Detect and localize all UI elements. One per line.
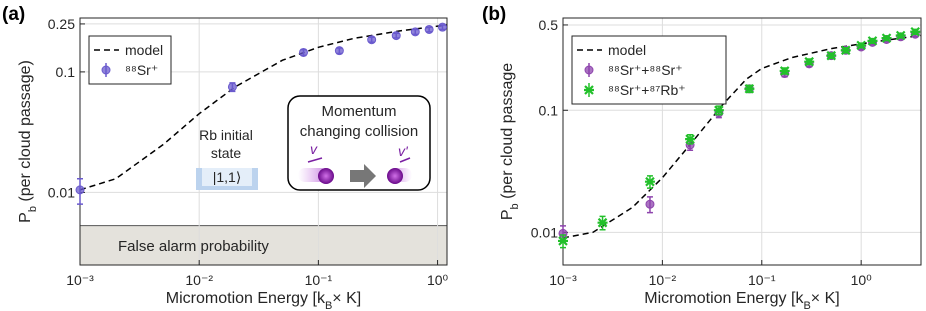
x-axis-label-part: Micromotion Energy [k [644, 290, 804, 307]
legend-box [88, 35, 172, 85]
velocity-arrow [307, 157, 323, 163]
inset-diagram: Momentum changing collision v v' Rb init… [196, 95, 431, 191]
x-tick-label: 10⁻³ [549, 272, 577, 288]
y-tick-label: 0.01 [531, 224, 558, 240]
data-point [558, 236, 568, 246]
legend-label: ⁸⁸Sr⁺+⁸⁸Sr⁺ [608, 62, 683, 78]
data-point [881, 33, 892, 43]
x-tick-label: 10⁻² [649, 272, 677, 288]
x-axis-label-part: B [803, 300, 810, 311]
panel-label: (b) [482, 4, 506, 25]
x-axis-label: Micromotion Energy [kB× K] [644, 290, 839, 311]
x-tick-label: 10⁻³ [66, 272, 94, 288]
state-label: |1,1⟩ [213, 169, 242, 185]
shaded-region [80, 225, 447, 265]
legend-label: ⁸⁸Sr⁺+⁸⁷Rb⁺ [608, 82, 686, 98]
x-tick-label: 10⁰ [427, 272, 449, 288]
velocity-arrow [399, 157, 411, 163]
data-point [391, 31, 401, 41]
axes-frame [562, 17, 922, 266]
data-point [367, 35, 377, 45]
data-point [867, 36, 878, 46]
inset-text: Momentum [321, 103, 396, 120]
y-axis-label-part: P [17, 212, 34, 223]
model-line [79, 24, 448, 191]
panel-label: (a) [2, 4, 25, 25]
inset-text: changing collision [300, 123, 418, 140]
data-point [826, 50, 837, 61]
x-axis-label-part: Micromotion Energy [k [166, 290, 326, 307]
state-title: state [211, 145, 242, 161]
data-point [298, 47, 308, 57]
data-point [584, 85, 594, 95]
data-point [685, 134, 696, 144]
data-point [645, 199, 655, 209]
legend-label: ⁸⁸Sr⁺ [125, 62, 158, 78]
data-point [779, 66, 790, 76]
x-axis-label-part: B [325, 300, 332, 311]
inset-box [287, 95, 431, 191]
y-axis-label: Pb (per cloud passage) [17, 60, 39, 223]
data-point [424, 24, 434, 34]
state-box [202, 168, 252, 186]
x-tick-label: 10⁰ [851, 272, 873, 288]
data-point [713, 105, 724, 116]
data-point [895, 30, 906, 41]
state-bracket [196, 168, 258, 190]
y-axis-label-part: P [499, 209, 516, 220]
legend-label: model [125, 42, 163, 58]
x-axis-label-part: × K] [811, 290, 840, 307]
legend-label: model [608, 42, 646, 58]
data-point [910, 26, 921, 37]
data-point [75, 185, 85, 195]
data-point [334, 46, 344, 56]
shaded-label: False alarm probability [118, 238, 269, 255]
y-tick-label: 0.5 [539, 17, 559, 33]
data-point [101, 65, 111, 75]
legend-box [571, 35, 727, 105]
y-tick-label: 0.25 [48, 16, 75, 32]
y-tick-label: 0.1 [539, 102, 559, 118]
data-point [227, 82, 237, 92]
data-point [437, 22, 447, 32]
ion [318, 168, 334, 184]
state-title: Rb initial [199, 127, 253, 143]
y-axis-label-part: (per cloud passage) [17, 60, 34, 206]
data-point [644, 176, 655, 187]
x-axis-label-part: × K] [332, 290, 361, 307]
y-tick-label: 0.01 [48, 184, 75, 200]
data-point [410, 27, 420, 37]
y-axis-label-part: (per cloud passage [499, 63, 516, 204]
y-axis-label-part: b [509, 203, 521, 209]
y-axis-label: Pb (per cloud passage [499, 63, 521, 220]
velocity-label: v [310, 141, 318, 157]
y-tick-label: 0.1 [56, 64, 76, 80]
data-point [804, 56, 815, 67]
ion [387, 168, 403, 184]
data-point [597, 217, 608, 228]
data-point [744, 83, 755, 94]
x-tick-label: 10⁻¹ [748, 272, 776, 288]
axes-frame [79, 17, 448, 266]
y-axis-label-part: b [27, 206, 39, 212]
data-point [856, 40, 867, 51]
x-tick-label: 10⁻¹ [305, 272, 333, 288]
velocity-label: v' [398, 143, 409, 159]
data-point [584, 65, 594, 75]
x-axis-label: Micromotion Energy [kB× K] [166, 290, 361, 311]
x-tick-label: 10⁻² [185, 272, 213, 288]
data-point [840, 45, 851, 56]
arrow [350, 164, 376, 188]
